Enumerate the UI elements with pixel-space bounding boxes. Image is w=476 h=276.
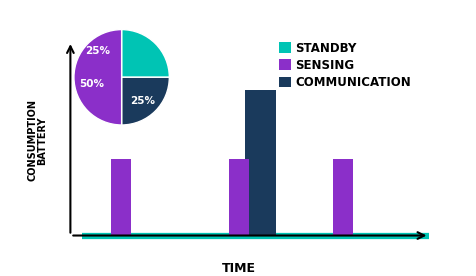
Text: BATTERY: BATTERY	[37, 116, 47, 165]
Text: 50%: 50%	[79, 79, 104, 89]
Text: CONSUMPTION: CONSUMPTION	[28, 99, 38, 181]
Wedge shape	[121, 30, 169, 77]
Text: 25%: 25%	[85, 46, 110, 56]
Legend: STANDBY, SENSING, COMMUNICATION: STANDBY, SENSING, COMMUNICATION	[274, 37, 415, 94]
Bar	[110, 159, 130, 235]
Bar	[333, 159, 352, 235]
Wedge shape	[121, 77, 169, 125]
Bar	[244, 90, 276, 235]
Bar	[229, 159, 248, 235]
Wedge shape	[74, 30, 121, 125]
Text: TIME: TIME	[222, 262, 256, 275]
Text: 25%: 25%	[130, 96, 155, 106]
